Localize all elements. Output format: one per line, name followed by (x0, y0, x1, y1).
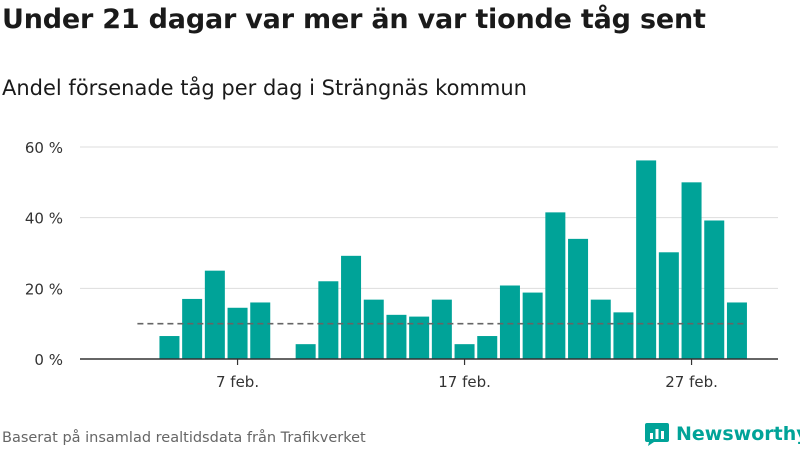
y-tick-label: 0 % (34, 351, 63, 369)
y-tick-label: 40 % (25, 210, 63, 228)
bar (318, 281, 339, 359)
x-tick-label: 7 feb. (216, 373, 259, 391)
bar (658, 252, 679, 359)
bar (431, 299, 452, 359)
bar (545, 212, 566, 359)
chart-title: Under 21 dagar var mer än var tionde tåg… (2, 4, 706, 35)
y-tick-label: 60 % (25, 139, 63, 157)
bar (477, 336, 498, 359)
bar (409, 316, 430, 359)
bar (568, 238, 589, 359)
bar (613, 312, 634, 359)
bar (295, 344, 316, 359)
chart-subtitle: Andel försenade tåg per dag i Strängnäs … (2, 76, 527, 100)
bar (681, 182, 702, 359)
bar (204, 270, 225, 359)
bar (636, 160, 657, 359)
bar (250, 302, 271, 359)
brand-name: Newsworthy (676, 423, 800, 445)
bar (159, 336, 180, 359)
bar (726, 302, 747, 359)
x-tick-label: 27 feb. (665, 373, 718, 391)
bar (590, 299, 611, 359)
brand-logo: Newsworthy (644, 420, 800, 448)
bar (454, 344, 475, 359)
y-tick-label: 20 % (25, 280, 63, 298)
bar-chart: 0 % 20 % 40 % 60 % 7 feb. 17 feb. 27 feb. (25, 139, 778, 391)
bar (227, 307, 248, 359)
bar (522, 292, 543, 359)
bar (363, 299, 384, 359)
bar (386, 314, 407, 359)
bar (182, 298, 203, 359)
source-note: Baserat på insamlad realtidsdata från Tr… (2, 430, 366, 446)
x-tick-label: 17 feb. (438, 373, 491, 391)
bar (341, 255, 362, 359)
bar (499, 285, 520, 359)
bar (704, 220, 725, 359)
bar-chart-speech-bubble-icon (645, 423, 669, 446)
